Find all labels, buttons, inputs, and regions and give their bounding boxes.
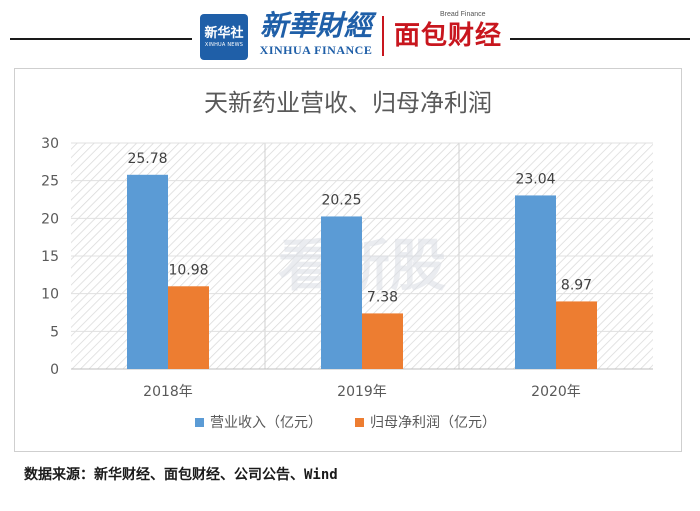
xinhua-finance-brand-en: XINHUA FINANCE bbox=[259, 43, 373, 57]
legend-swatch bbox=[195, 418, 204, 427]
y-tick-label: 20 bbox=[41, 211, 59, 227]
legend-label: 营业收入（亿元） bbox=[210, 415, 322, 431]
chart-title: 天新药业营收、归母净利润 bbox=[204, 89, 492, 117]
data-label: 8.97 bbox=[561, 277, 592, 293]
bar-revenue bbox=[321, 216, 362, 369]
bar-revenue bbox=[127, 174, 168, 369]
y-tick-label: 5 bbox=[50, 324, 59, 340]
x-tick-label: 2018年 bbox=[143, 384, 193, 400]
y-tick-label: 25 bbox=[41, 174, 59, 190]
x-tick-label: 2019年 bbox=[337, 384, 387, 400]
logo-text-cn: 新华社 bbox=[204, 25, 244, 41]
legend-label: 归母净利润（亿元） bbox=[370, 414, 496, 431]
bread-finance-brand: 面包财经 bbox=[393, 21, 502, 51]
data-label: 20.25 bbox=[321, 192, 361, 208]
bar-revenue bbox=[515, 195, 556, 369]
data-label: 7.38 bbox=[367, 289, 398, 305]
chart-frame: 天新药业营收、归母净利润 051015202530看新股25.7810.9820… bbox=[14, 68, 682, 452]
bread-finance-brand-en: Bread Finance bbox=[440, 11, 486, 18]
bar-net-profit bbox=[362, 313, 403, 369]
y-tick-label: 10 bbox=[41, 287, 59, 303]
brand-divider bbox=[382, 16, 384, 56]
data-label: 23.04 bbox=[515, 171, 555, 187]
logo-text-en: XINHUA NEWS bbox=[204, 41, 244, 48]
xinhua-finance-brand: 新華財經 bbox=[259, 9, 372, 42]
data-source-note: 数据来源：新华财经、面包财经、公司公告、Wind bbox=[24, 467, 338, 483]
bar-net-profit bbox=[168, 286, 209, 369]
y-tick-label: 15 bbox=[41, 249, 59, 265]
data-label: 10.98 bbox=[168, 262, 208, 278]
legend-swatch bbox=[355, 418, 364, 427]
xinhua-news-logo: 新华社 XINHUA NEWS bbox=[200, 14, 248, 60]
x-tick-label: 2020年 bbox=[531, 384, 581, 400]
y-tick-label: 30 bbox=[41, 136, 59, 152]
data-label: 25.78 bbox=[127, 151, 167, 167]
bar-net-profit bbox=[556, 301, 597, 369]
bar-chart: 051015202530看新股25.7810.982018年20.257.382… bbox=[41, 136, 653, 431]
header-rule-left bbox=[10, 38, 192, 40]
header: 新华社 XINHUA NEWS 新華財經 XINHUA FINANCE Brea… bbox=[0, 0, 700, 60]
y-tick-label: 0 bbox=[50, 362, 59, 378]
header-rule-right bbox=[510, 38, 690, 40]
